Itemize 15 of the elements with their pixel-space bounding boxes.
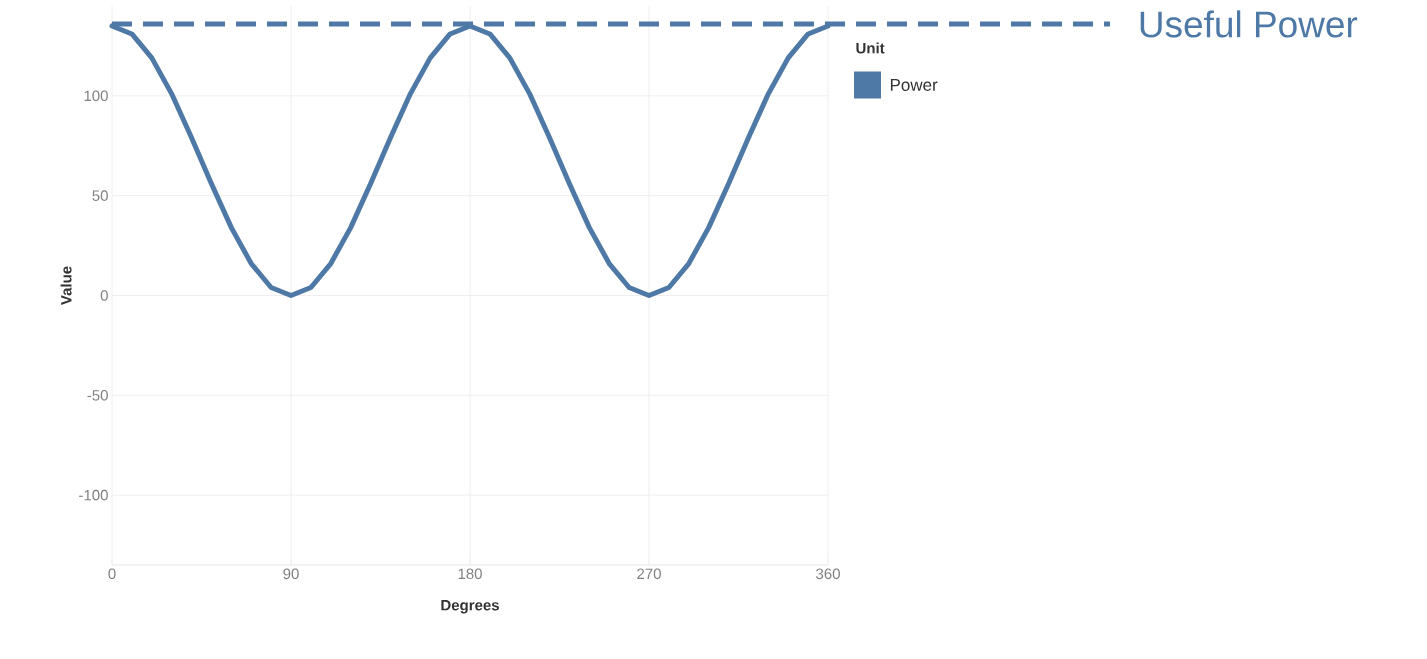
x-tick-label: 90	[283, 568, 299, 580]
x-tick-label: 0	[108, 568, 116, 580]
y-tick-label: 0	[100, 290, 108, 301]
legend-title: Unit	[856, 42, 885, 54]
x-axis-title: Degrees	[441, 599, 499, 614]
y-axis-title: Value	[60, 266, 72, 305]
x-tick-label: 180	[458, 568, 482, 580]
y-tick-label: -50	[87, 390, 108, 401]
y-tick-label: 50	[92, 190, 108, 201]
y-tick-label: 100	[84, 90, 108, 102]
legend-label: Power	[890, 79, 938, 91]
y-tick-label: -100	[79, 489, 108, 501]
x-tick-label: 270	[637, 568, 661, 580]
ref-line-label: Useful Power	[1140, 10, 1358, 38]
x-tick-label: 360	[816, 568, 840, 580]
